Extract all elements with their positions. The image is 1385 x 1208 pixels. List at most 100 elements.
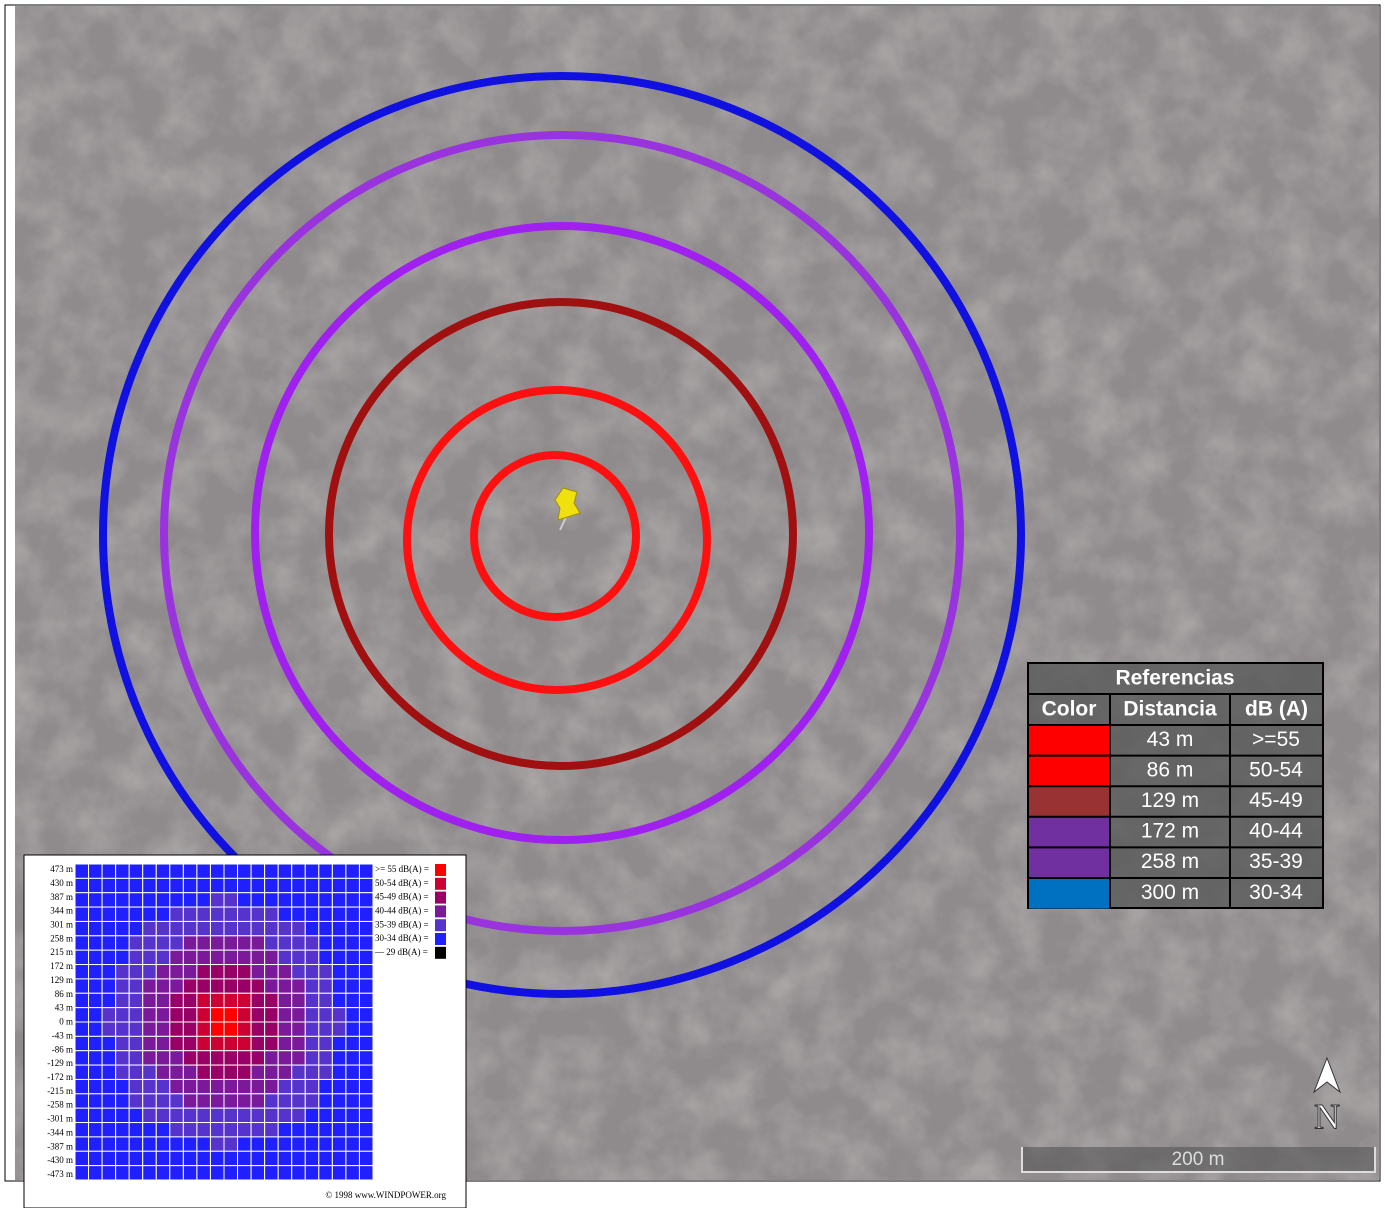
- grid-cell: [102, 1051, 116, 1065]
- grid-cell: [305, 1166, 319, 1180]
- grid-cell: [305, 965, 319, 979]
- grid-cell: [143, 1036, 157, 1050]
- grid-cell: [197, 993, 211, 1007]
- grid-cell: [359, 1079, 373, 1093]
- color-swatch: [1029, 756, 1109, 787]
- grid-cell: [197, 1094, 211, 1108]
- grid-cell: [197, 1022, 211, 1036]
- grid-cell: [332, 1065, 346, 1079]
- grid-cell: [116, 1079, 130, 1093]
- grid-cell: [251, 993, 265, 1007]
- grid-cell: [89, 1094, 103, 1108]
- grid-cell: [170, 1108, 184, 1122]
- grid-cell: [129, 907, 143, 921]
- grid-cell: [305, 950, 319, 964]
- grid-cell: [265, 893, 279, 907]
- grid-cell: [129, 1079, 143, 1093]
- grid-cell: [197, 1166, 211, 1180]
- grid-cell: [129, 1166, 143, 1180]
- grid-cell: [197, 864, 211, 878]
- y-label: -258 m: [47, 1100, 73, 1110]
- grid-cell: [143, 907, 157, 921]
- grid-cell: [332, 878, 346, 892]
- grid-cell: [319, 907, 333, 921]
- grid-cell: [89, 1108, 103, 1122]
- y-label: 172 m: [50, 961, 73, 971]
- grid-cell: [170, 1008, 184, 1022]
- grid-cell: [116, 893, 130, 907]
- grid-cell: [183, 950, 197, 964]
- grid-cell: [143, 1123, 157, 1137]
- grid-cell: [143, 936, 157, 950]
- y-label: 473 m: [50, 864, 73, 874]
- grid-cell: [346, 965, 360, 979]
- grid-cell: [224, 1065, 238, 1079]
- grid-cell: [183, 1108, 197, 1122]
- grid-cell: [183, 936, 197, 950]
- grid-cell: [75, 993, 89, 1007]
- grid-cell: [224, 950, 238, 964]
- grid-cell: [265, 921, 279, 935]
- grid-cell: [265, 950, 279, 964]
- grid-cell: [210, 993, 224, 1007]
- grid-cell: [251, 1123, 265, 1137]
- grid-cell: [346, 921, 360, 935]
- grid-cell: [170, 979, 184, 993]
- grid-cell: [143, 993, 157, 1007]
- grid-cell: [156, 893, 170, 907]
- grid-cell: [224, 1123, 238, 1137]
- grid-cell: [75, 1036, 89, 1050]
- grid-cell: [251, 893, 265, 907]
- grid-cell: [238, 993, 252, 1007]
- legend-title: Referencias: [1115, 667, 1234, 690]
- grid-cell: [319, 1166, 333, 1180]
- grid-cell: [305, 1022, 319, 1036]
- y-label: 129 m: [50, 975, 73, 985]
- inset-legend-label: 35-39 dB(A) =: [375, 919, 429, 929]
- y-label: -301 m: [47, 1114, 73, 1124]
- legend-table: ReferenciasColorDistanciadB (A)43 m>=558…: [1028, 663, 1323, 909]
- grid-cell: [292, 864, 306, 878]
- grid-cell: [116, 950, 130, 964]
- scale-bar: 200 m: [1022, 1147, 1375, 1172]
- grid-cell: [89, 936, 103, 950]
- grid-cell: [75, 1137, 89, 1151]
- grid-cell: [251, 907, 265, 921]
- grid-cell: [278, 1094, 292, 1108]
- grid-cell: [238, 1008, 252, 1022]
- grid-cell: [359, 1123, 373, 1137]
- grid-cell: [359, 1108, 373, 1122]
- grid-cell: [170, 936, 184, 950]
- grid-cell: [75, 936, 89, 950]
- grid-cell: [183, 993, 197, 1007]
- grid-cell: [210, 1166, 224, 1180]
- grid-cell: [89, 1137, 103, 1151]
- grid-cell: [156, 878, 170, 892]
- distance: 300 m: [1141, 881, 1199, 904]
- grid-cell: [251, 1065, 265, 1079]
- grid-cell: [210, 1065, 224, 1079]
- grid-cell: [143, 1022, 157, 1036]
- grid-cell: [75, 1151, 89, 1165]
- grid-cell: [143, 864, 157, 878]
- grid-cell: [116, 1094, 130, 1108]
- grid-cell: [265, 936, 279, 950]
- grid-cell: [292, 936, 306, 950]
- grid-cell: [143, 1094, 157, 1108]
- grid-cell: [197, 1079, 211, 1093]
- color-swatch: [1029, 786, 1109, 817]
- y-label: 301 m: [50, 920, 73, 930]
- grid-cell: [143, 1079, 157, 1093]
- grid-cell: [251, 1108, 265, 1122]
- grid-cell: [238, 1166, 252, 1180]
- grid-cell: [265, 878, 279, 892]
- grid-cell: [238, 907, 252, 921]
- grid-cell: [224, 1079, 238, 1093]
- inset-legend-swatch: [435, 892, 446, 904]
- grid-cell: [143, 1008, 157, 1022]
- y-label: -86 m: [52, 1044, 73, 1054]
- grid-cell: [143, 979, 157, 993]
- grid-cell: [332, 1137, 346, 1151]
- grid-cell: [292, 1022, 306, 1036]
- grid-cell: [359, 950, 373, 964]
